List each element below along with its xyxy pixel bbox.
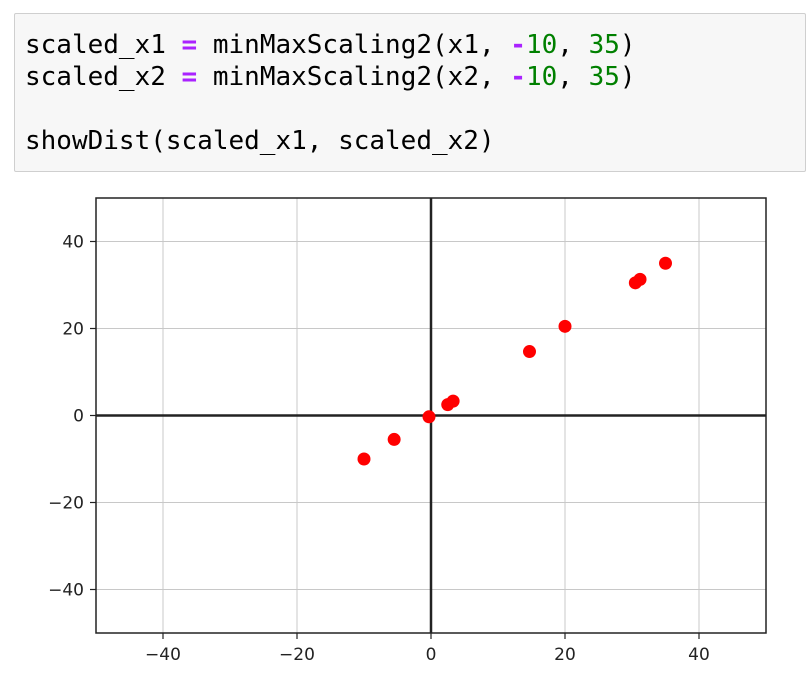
code-line-blank [25,93,805,125]
code-line-4: showDist(scaled_x1, scaled_x2) [25,126,495,156]
scatter-chart: −40 −20 0 20 40 −40 −20 0 20 40 [48,197,767,666]
function-call: minMaxScaling2(x1, [212,30,511,60]
number-literal: 35 [588,30,620,60]
y-tick-label: −40 [48,581,84,601]
separator: , [557,62,589,92]
number-literal: 10 [525,30,558,60]
x-tick-label: 40 [688,645,710,665]
code-line-1: scaled_x1 = minMaxScaling2(x1, -10, 35) [25,29,805,61]
close-paren: ) [619,30,636,60]
number-literal: 35 [588,62,620,92]
x-tick-label: 0 [426,645,437,665]
variable-name: scaled_x1 [25,30,166,60]
data-point [446,394,460,408]
variable-name: scaled_x2 [25,62,166,92]
data-points [357,256,672,466]
data-point [357,452,371,466]
assign-operator: = [181,30,198,60]
number-literal: 10 [525,62,558,92]
assign-operator: = [181,62,198,92]
axis-ticks: −40 −20 0 20 40 −40 −20 0 20 40 [48,233,710,666]
data-point [387,432,401,446]
minus-operator: - [510,62,526,92]
x-tick-label: −20 [279,645,315,665]
y-tick-label: 40 [62,233,84,253]
cell-output: −40 −20 0 20 40 −40 −20 0 20 40 [0,180,808,686]
data-point [558,319,572,333]
separator: , [557,30,589,60]
y-tick-label: 20 [62,320,84,340]
x-tick-label: 20 [554,645,576,665]
code-line-2: scaled_x2 = minMaxScaling2(x2, -10, 35) [25,61,805,93]
code-cell[interactable]: scaled_x1 = minMaxScaling2(x1, -10, 35) … [14,13,806,172]
data-point [522,345,536,359]
close-paren: ) [619,62,636,92]
y-tick-label: −20 [48,494,84,514]
x-tick-label: −40 [145,645,181,665]
data-point [422,410,436,424]
minus-operator: - [510,30,526,60]
function-call: minMaxScaling2(x2, [212,62,511,92]
y-tick-label: 0 [73,407,84,427]
data-point [659,256,672,270]
data-point [633,272,647,286]
